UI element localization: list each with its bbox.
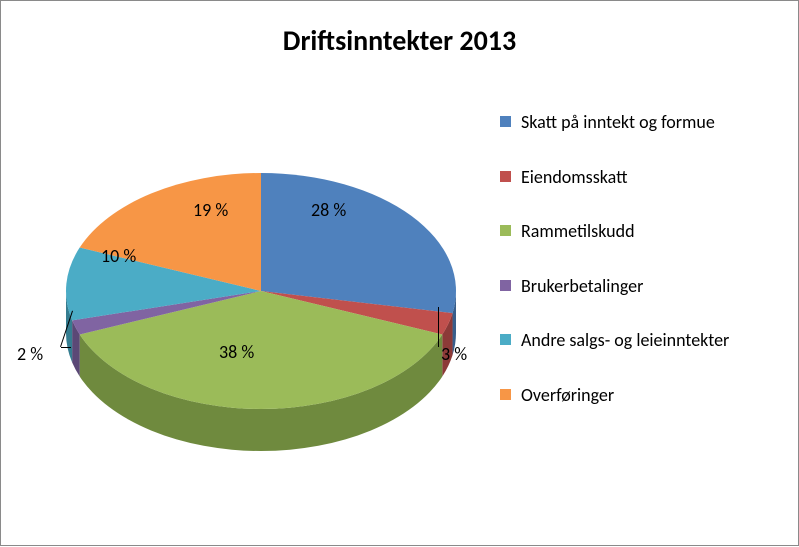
- callout-line: [61, 347, 71, 348]
- pie-data-label: 28 %: [311, 199, 346, 221]
- legend: Skatt på inntekt og formue Eiendomsskatt R…: [500, 111, 770, 438]
- pie-slice-top: [261, 173, 456, 313]
- pie-data-label: 10 %: [101, 245, 136, 267]
- legend-item: Andre salgs- og leieinntekter: [500, 329, 770, 352]
- legend-item: Eiendomsskatt: [500, 166, 770, 189]
- legend-label: Andre salgs- og leieinntekter: [521, 329, 729, 352]
- legend-label: Skatt på inntekt og formue: [521, 111, 715, 134]
- legend-item: Rammetilskudd: [500, 220, 770, 243]
- legend-label: Overføringer: [521, 384, 614, 407]
- legend-swatch: [500, 334, 511, 345]
- legend-swatch: [500, 389, 511, 400]
- legend-item: Brukerbetalinger: [500, 275, 770, 298]
- legend-swatch: [500, 225, 511, 236]
- pie-data-label: 19 %: [193, 199, 228, 221]
- pie-data-label: 2 %: [17, 343, 43, 365]
- legend-label: Brukerbetalinger: [521, 275, 643, 298]
- legend-label: Rammetilskudd: [521, 220, 635, 243]
- legend-swatch: [500, 280, 511, 291]
- legend-item: Skatt på inntekt og formue: [500, 111, 770, 134]
- callout-line: [438, 307, 439, 347]
- legend-label: Eiendomsskatt: [521, 166, 628, 189]
- legend-swatch: [500, 116, 511, 127]
- chart-frame: Driftsinntekter 2013 28 %3 %38 %2 %10 %1…: [0, 0, 799, 546]
- legend-item: Overføringer: [500, 384, 770, 407]
- pie-data-label: 38 %: [219, 341, 254, 363]
- legend-swatch: [500, 171, 511, 182]
- pie-data-label: 3 %: [441, 343, 467, 365]
